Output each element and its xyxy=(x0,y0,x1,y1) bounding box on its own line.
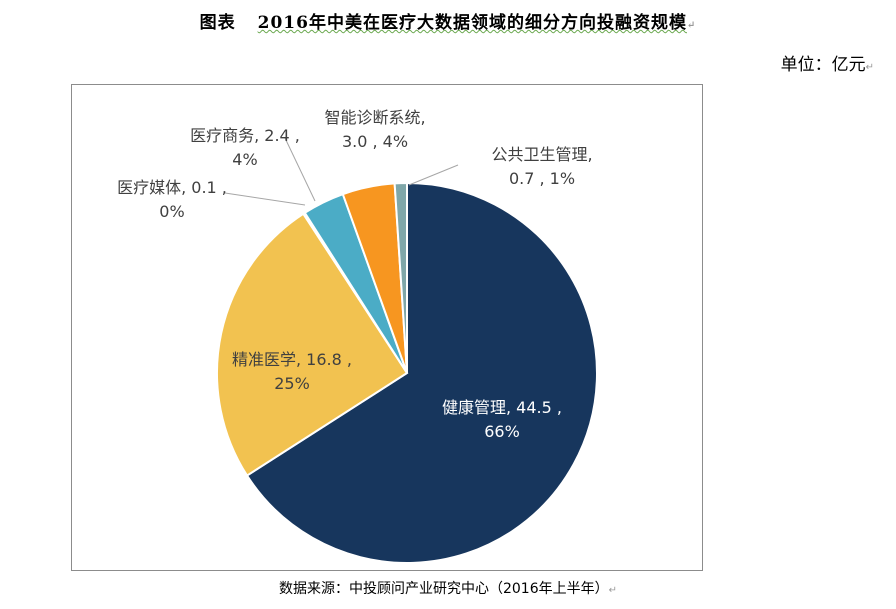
pie-slice-health-management xyxy=(245,181,598,564)
data-label-medical-commerce: 医疗商务, 2.4 , 4% xyxy=(190,126,300,169)
pie-slice-public-health xyxy=(393,181,408,374)
chart-frame: 健康管理, 44.5 , 66% 精准医学, 16.8 , 25% 医疗媒体, 0.1 … xyxy=(71,84,703,571)
data-label-precision-medicine: 精准医学, 16.8 , 25% xyxy=(232,350,352,393)
leader-line-medical-media xyxy=(224,192,306,206)
pie-chart: 健康管理, 44.5 , 66% 精准医学, 16.8 , 25% 医疗媒体, 0.1 … xyxy=(117,108,598,564)
source-note: 数据来源：中投顾问产业研究中心（2016年上半年）↵ xyxy=(278,581,618,597)
leader-line-public-health xyxy=(408,164,459,186)
pie-slice-precision-medicine xyxy=(216,212,409,477)
data-label-smart-diagnosis: 智能诊断系统, 3.0 , 4% xyxy=(324,108,425,151)
data-label-medical-media: 医疗媒体, 0.1 , 0% xyxy=(117,178,227,221)
data-label-health-management: 健康管理, 44.5 , 66% xyxy=(442,398,562,441)
unit-text: 单位：亿元 xyxy=(780,55,866,75)
data-label-public-health: 公共卫生管理, 0.7 , 1% xyxy=(491,145,592,188)
unit-label: 单位：亿元↵ xyxy=(780,55,874,75)
figure-title: 2016年中美在医疗大数据领域的细分方向投融资规模 xyxy=(257,13,687,33)
leader-line-medical-commerce xyxy=(284,137,316,202)
source-text: 数据来源：中投顾问产业研究中心（2016年上半年） xyxy=(278,581,609,597)
chart-title: 图表 2016年中美在医疗大数据领域的细分方向投融资规模↵ xyxy=(199,13,697,33)
figure-label: 图表 xyxy=(199,13,236,33)
